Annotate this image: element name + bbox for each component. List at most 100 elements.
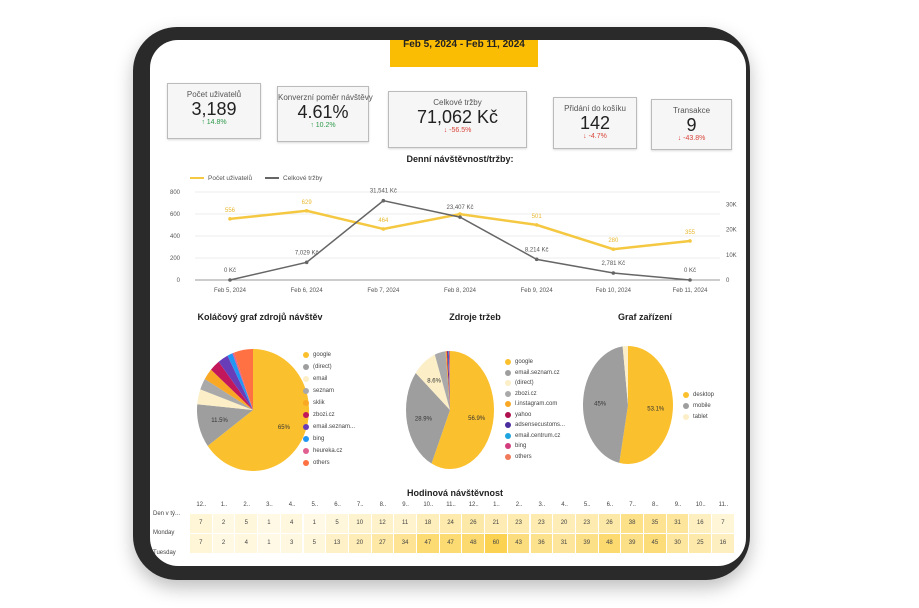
- data-label: 0 Kč: [684, 268, 696, 274]
- pie-slice[interactable]: [200, 378, 253, 410]
- heatmap-cell: 47: [439, 534, 462, 553]
- pie-slice[interactable]: [232, 352, 253, 410]
- heatmap-column-header: 8..: [652, 502, 659, 508]
- pie-slice[interactable]: [197, 389, 253, 410]
- x-tick: Feb 8, 2024: [444, 288, 477, 294]
- pie-slice[interactable]: [448, 351, 450, 410]
- legend-item[interactable]: yahoo: [505, 410, 531, 420]
- pie-chart: 53.1% 45%: [583, 346, 673, 464]
- data-label: 23,407 Kč: [446, 205, 473, 211]
- pie-slice[interactable]: [431, 351, 494, 469]
- legend-label: email.seznam.cz: [515, 369, 560, 376]
- heatmap-cell: 7: [190, 514, 212, 533]
- pie-slice[interactable]: [447, 351, 450, 410]
- legend-item[interactable]: email: [303, 374, 327, 384]
- kpi-value: 3,189: [191, 99, 237, 119]
- legend-item[interactable]: email.seznam...: [303, 422, 355, 432]
- kpi-label: Transakce: [672, 106, 711, 115]
- heatmap-cell: 1: [258, 534, 280, 553]
- legend-label: heureka.cz: [313, 448, 343, 454]
- legend-dot-icon: [505, 432, 511, 439]
- pie-slice[interactable]: [207, 349, 309, 471]
- legend-item[interactable]: zbozi.cz: [303, 410, 335, 420]
- heatmap-column-header: 10..: [423, 502, 434, 508]
- x-tick: Feb 7, 2024: [367, 288, 400, 294]
- legend-dot-icon: [505, 443, 511, 449]
- legend-item[interactable]: others: [303, 458, 330, 468]
- heatmap-cell: 18: [417, 514, 439, 533]
- legend-label: yahoo: [515, 411, 532, 418]
- x-tick: Feb 10, 2024: [596, 288, 632, 294]
- legend-item[interactable]: bing: [303, 434, 324, 444]
- kpi-value: 4.61%: [297, 102, 349, 122]
- legend-label: google: [313, 352, 332, 358]
- legend-label: (direct): [515, 380, 534, 386]
- kpi-card: Celkové tržby 71,062 Kč ↓ -56.5%: [388, 91, 527, 148]
- legend-item[interactable]: mobile: [683, 401, 711, 411]
- data-label: 280: [608, 238, 619, 244]
- legend-item[interactable]: (direct): [303, 362, 332, 372]
- pie-slice[interactable]: [218, 355, 253, 410]
- legend-item[interactable]: heureka.cz: [303, 446, 342, 456]
- legend-item[interactable]: sklik: [303, 398, 325, 408]
- legend-item[interactable]: desktop: [683, 390, 714, 400]
- legend-dot-icon: [505, 411, 511, 418]
- legend-item[interactable]: seznam: [303, 386, 334, 396]
- pie-slice[interactable]: [434, 351, 450, 410]
- legend-item[interactable]: others: [505, 452, 532, 462]
- legend-item[interactable]: adsensecustoms...: [505, 420, 565, 430]
- kpi-delta: ↑ 14.8%: [201, 119, 227, 126]
- pie-slice[interactable]: [619, 346, 673, 464]
- legend-dot-icon: [683, 403, 689, 409]
- data-label: 2,781 Kč: [601, 261, 625, 267]
- heatmap-cell: 38: [621, 514, 643, 533]
- pie-slice[interactable]: [234, 349, 253, 410]
- legend-item[interactable]: google: [303, 350, 331, 360]
- legend-item[interactable]: l.instagram.com: [505, 399, 557, 409]
- pie-slice[interactable]: [583, 346, 628, 463]
- pie-slice[interactable]: [446, 351, 450, 410]
- pie-slice[interactable]: [197, 404, 253, 446]
- data-label: 556: [225, 208, 236, 214]
- pie-slice[interactable]: [415, 354, 450, 410]
- legend-item[interactable]: bing: [505, 441, 526, 451]
- pie-slice[interactable]: [204, 369, 253, 410]
- heatmap-column-header: 12..: [196, 502, 207, 508]
- heatmap-cell: 48: [598, 534, 621, 553]
- heatmap-cell: 7: [712, 514, 734, 533]
- legend-item[interactable]: google: [505, 357, 533, 367]
- heatmap-column-header: 5..: [583, 502, 591, 508]
- data-label: 0 Kč: [224, 268, 236, 274]
- heatmap-row-header: Den v tý...: [153, 511, 181, 517]
- legend-item[interactable]: email.centrum.cz: [505, 431, 560, 441]
- pie-slice[interactable]: [622, 346, 628, 405]
- legend-dot-icon: [683, 392, 689, 398]
- legend-item[interactable]: email.seznam.cz: [505, 368, 560, 378]
- heatmap-cell: 36: [530, 534, 553, 553]
- pie-slice[interactable]: [210, 361, 253, 410]
- y-tick-right: 10K: [726, 253, 737, 259]
- date-range-selector[interactable]: Feb 5, 2024 - Feb 11, 2024: [390, 40, 538, 67]
- legend-item[interactable]: zbozi.cz: [505, 389, 537, 399]
- pie-slice[interactable]: [445, 351, 450, 410]
- pie-slice[interactable]: [406, 372, 450, 464]
- legend-dot-icon: [505, 390, 511, 397]
- heatmap-cell: 5: [326, 514, 348, 533]
- pie-slice[interactable]: [227, 353, 253, 410]
- pie-title: Zdroje tržeb: [449, 312, 501, 322]
- legend-dot-icon: [303, 436, 309, 442]
- data-point: [228, 217, 232, 221]
- heatmap-cell: 16: [689, 514, 712, 533]
- heatmap-cell: 20: [348, 534, 371, 553]
- pie-slice[interactable]: [448, 351, 450, 410]
- legend-item[interactable]: (direct): [505, 378, 534, 388]
- y-tick-left: 400: [170, 234, 181, 240]
- legend-item[interactable]: tablet: [683, 412, 708, 422]
- legend-label: zbozi.cz: [313, 412, 335, 418]
- legend-label: tablet: [693, 414, 708, 420]
- heatmap-cell: 39: [621, 534, 643, 553]
- heatmap-cell: 34: [394, 534, 416, 553]
- data-point: [534, 223, 539, 227]
- heatmap-cell: 1: [303, 514, 326, 533]
- heatmap-cell: 43: [507, 534, 530, 553]
